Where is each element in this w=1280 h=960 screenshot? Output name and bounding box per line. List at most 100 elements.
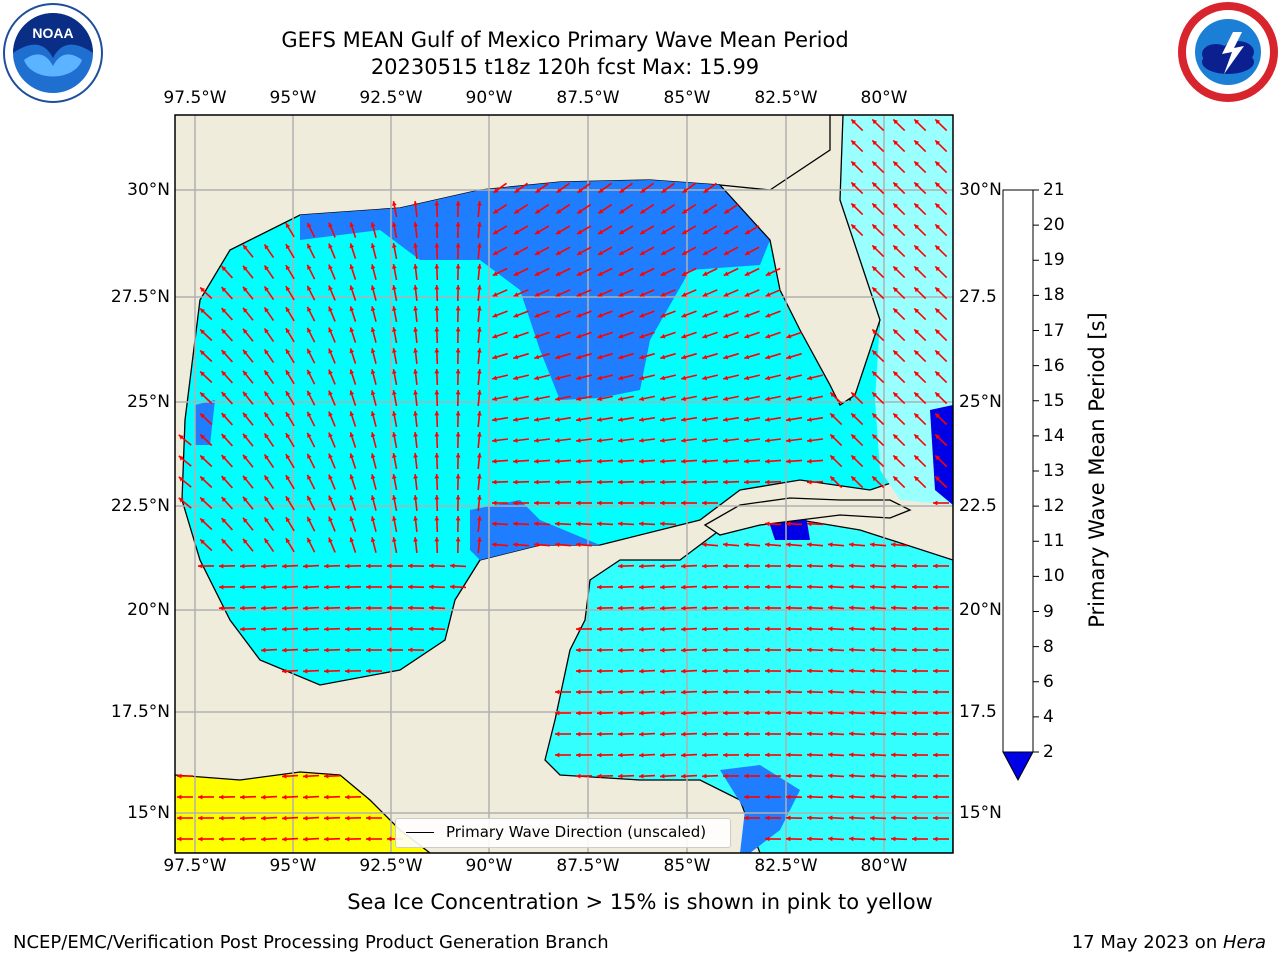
wave-direction-arrowhead [851,182,857,188]
wave-direction-arrowhead [744,458,749,464]
wave-direction-arrowhead [513,542,518,548]
wave-direction-arrowhead [682,188,688,193]
wave-direction-arrowhead [639,417,644,422]
wave-direction-arrowhead [639,479,644,485]
wave-direction-arrowhead [535,209,541,214]
wave-direction-arrowhead [370,432,376,438]
wave-direction-arrowhead [455,348,461,353]
wave-direction-arrowhead [807,479,812,485]
wave-direction-arrowhead [576,521,581,527]
wave-direction-arrowhead [893,245,899,251]
wave-direction-arrowhead [618,521,623,527]
wave-direction-arrowhead [534,313,540,318]
wave-direction-arrowhead [765,271,771,276]
wave-direction-arrowhead [370,348,376,354]
wave-direction-arrowhead [349,243,355,249]
lon-label-bottom: 95°W [269,856,317,876]
wave-direction-arrowhead [413,453,418,458]
wave-direction-arrowhead [828,626,833,632]
plot-title-line2: 20230515 t18z 120h fcst Max: 15.99 [370,55,760,79]
wave-direction-arrowhead [534,271,540,276]
wave-direction-arrowhead [243,370,248,376]
wave-direction-arrowhead [807,375,813,381]
wave-direction-arrowhead [392,285,397,290]
wave-direction-arrowhead [681,479,686,485]
wave-direction-arrowhead [660,458,665,464]
wave-direction-arrowhead [597,584,602,590]
wave-direction-arrowhead [370,390,376,396]
wave-direction-arrowhead [933,752,938,758]
wave-direction-arrowhead [660,271,666,276]
wave-direction-arrowhead [597,375,603,381]
plot-title-line1: GEFS MEAN Gulf of Mexico Primary Wave Me… [281,28,849,52]
wave-direction-arrowhead [893,476,899,482]
wave-direction-arrowhead [455,327,461,332]
wave-direction-arrowhead [282,836,287,842]
lat-label-left: 30°N [127,180,170,200]
wave-direction-arrowhead [264,412,269,418]
wave-direction-arrowhead [870,710,875,716]
wave-direction-arrowhead [723,626,728,632]
map-area [175,115,953,853]
wave-direction-arrowhead [514,229,520,235]
wave-direction-arrowhead [429,626,434,632]
wave-direction-arrowhead [387,647,392,653]
wave-direction-arrowhead [912,584,917,590]
wave-direction-arrowhead [408,605,413,611]
lon-label-bottom: 90°W [465,856,513,876]
wave-direction-arrowhead [555,375,561,381]
wave-direction-arrowhead [307,243,312,249]
wave-direction-arrowhead [243,349,248,355]
wave-direction-arrowhead [786,794,791,800]
wave-direction-arrowhead [935,182,941,188]
wave-direction-arrowhead [828,605,833,611]
wave-direction-arrowhead [200,434,205,440]
wave-direction-arrowhead [681,375,687,381]
wave-direction-arrowhead [200,287,205,293]
wave-direction-arrowhead [914,476,920,482]
wave-direction-arrowhead [200,518,205,524]
wave-direction-arrowhead [849,563,854,569]
wave-direction-arrowhead [282,815,287,821]
wave-direction-arrowhead [597,354,603,360]
wave-direction-arrowhead [935,350,941,356]
footer-left: NCEP/EMC/Verification Post Processing Pr… [13,932,609,953]
wave-direction-arrowhead [681,563,686,569]
wave-direction-arrowhead [933,794,938,800]
wave-direction-arrowhead [786,605,791,611]
wave-direction-arrowhead [282,605,287,611]
wave-direction-arrowhead [849,668,854,674]
wave-direction-arrowhead [893,308,899,314]
lon-label-top: 82.5°W [754,88,818,108]
wave-direction-arrowhead [555,438,560,443]
wave-direction-arrowhead [576,500,581,506]
wave-direction-arrowhead [285,391,291,397]
wave-direction-arrowhead [534,438,539,443]
wave-direction-arrowhead [534,542,539,548]
wave-direction-arrowhead [935,287,941,293]
wave-direction-arrowhead [851,224,857,230]
wave-direction-arrowhead [870,668,875,674]
wave-direction-arrowhead [744,752,749,758]
wave-direction-arrowhead [807,731,812,737]
wave-direction-arrowhead [639,313,645,318]
wave-direction-arrowhead [261,647,266,653]
wave-direction-arrowhead [492,375,498,381]
wave-direction-arrowhead [807,605,812,611]
wave-direction-arrowhead [513,500,518,506]
wave-direction-arrowhead [492,542,497,548]
wave-direction-arrowhead [851,434,857,440]
wave-direction-arrowhead [221,539,227,544]
wave-direction-arrowhead [851,203,857,209]
wave-direction-arrowhead [349,264,355,270]
wave-direction-arrowhead [597,668,602,674]
wave-direction-arrowhead [477,369,482,374]
wave-direction-arrowhead [493,188,499,193]
wave-direction-arrowhead [370,306,376,312]
wave-direction-arrowhead [660,710,665,716]
wave-direction-arrowhead [891,605,896,611]
wave-direction-arrowhead [744,438,749,443]
wave-direction-arrowhead [744,333,750,339]
wave-direction-arrowhead [681,333,687,339]
wave-direction-arrowhead [597,333,603,339]
